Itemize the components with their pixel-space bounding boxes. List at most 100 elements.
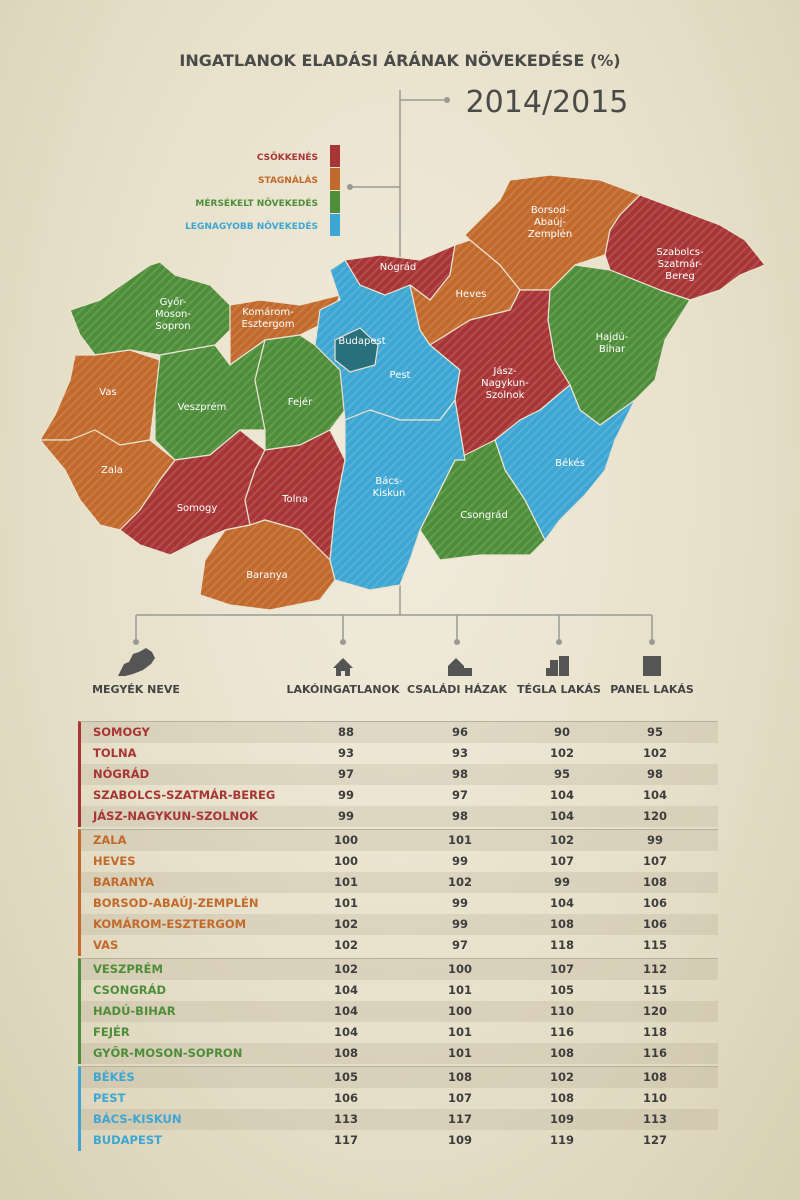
- table-row: FEJÉR 104 101 116 118: [81, 1022, 718, 1043]
- county-name: VESZPRÉM: [93, 962, 163, 976]
- region-label: Baranya: [246, 570, 288, 581]
- region-label: Vas: [99, 387, 116, 398]
- cell-value: 109: [549, 1112, 574, 1126]
- cell-value: 98: [646, 767, 663, 781]
- county-name: GYŐR-MOSON-SOPRON: [93, 1046, 243, 1060]
- table-row: KOMÁROM-ESZTERGOM 102 99 108 106: [81, 914, 718, 935]
- column-header: CSALÁDI HÁZAK: [407, 683, 507, 696]
- cell-value: 101: [333, 896, 358, 910]
- region: [548, 265, 690, 425]
- cell-value: 107: [549, 854, 574, 868]
- region-label: Zala: [101, 465, 123, 476]
- cell-value: 116: [549, 1025, 574, 1039]
- cell-value: 98: [451, 809, 468, 823]
- county-name: KOMÁROM-ESZTERGOM: [93, 917, 247, 931]
- cell-value: 102: [642, 746, 667, 760]
- region: [330, 400, 465, 590]
- cell-value: 106: [333, 1091, 358, 1105]
- map: Győr-Moson-Sopron Komárom-Esztergom Vas Ves…: [39, 174, 766, 611]
- cell-value: 107: [642, 854, 667, 868]
- cell-value: 108: [549, 917, 574, 931]
- region-label: Veszprém: [178, 401, 227, 413]
- region-label: Pest: [390, 370, 411, 381]
- cell-value: 93: [451, 746, 468, 760]
- cell-value: 102: [333, 962, 358, 976]
- region: [345, 245, 455, 300]
- region: [430, 290, 570, 460]
- county-name: VAS: [93, 938, 119, 952]
- region: [120, 430, 265, 555]
- cell-value: 108: [642, 1070, 667, 1084]
- region-label: Zemplén: [528, 228, 572, 240]
- region: [245, 430, 345, 560]
- cell-value: 115: [642, 938, 667, 952]
- county-name: ZALA: [93, 833, 127, 847]
- region-label: Békés: [555, 457, 585, 469]
- legend-swatch: [330, 145, 340, 167]
- cell-value: 100: [447, 962, 472, 976]
- legend-swatch: [330, 168, 340, 190]
- region: [420, 440, 545, 560]
- cell-value: 102: [333, 938, 358, 952]
- cell-value: 96: [451, 725, 468, 739]
- region-label: Nagykun-: [481, 378, 529, 389]
- cell-value: 99: [451, 896, 468, 910]
- year: 2014/2015: [466, 85, 629, 120]
- legend-label: CSÖKKENÉS: [257, 151, 318, 163]
- region: [495, 385, 635, 540]
- region-labels: Győr-Moson-Sopron Komárom-Esztergom Vas Ves…: [99, 205, 704, 581]
- region: [315, 260, 460, 420]
- region-label: Kiskun: [373, 488, 406, 499]
- cell-value: 93: [337, 746, 354, 760]
- region-label: Moson-: [155, 309, 191, 320]
- table: SOMOGY 88 96 90 95 TOLNA 93 93 102 102 NÓGRÁD 97 98 9…: [78, 719, 718, 1151]
- row-group: BÉKÉS 105 108 102 108 PEST 106 107 108 110 BÁCS-KI…: [78, 1066, 718, 1151]
- region: [334, 327, 379, 373]
- cell-value: 108: [447, 1070, 472, 1084]
- region: [410, 240, 520, 345]
- column-icons: [118, 648, 661, 676]
- cell-value: 102: [549, 833, 574, 847]
- cell-value: 117: [447, 1112, 472, 1126]
- cell-value: 97: [451, 788, 468, 802]
- cell-value: 118: [549, 938, 574, 952]
- table-header: MEGYÉK NEVE LAKÓINGATLANOK CSALÁDI HÁZAK TÉ…: [92, 683, 694, 696]
- cell-value: 110: [549, 1004, 574, 1018]
- cell-value: 102: [333, 917, 358, 931]
- region-label: Bereg: [665, 271, 694, 282]
- cell-value: 97: [337, 767, 354, 781]
- legend-swatch: [330, 214, 340, 236]
- legend-label: STAGNÁLÁS: [258, 174, 318, 186]
- cell-value: 105: [333, 1070, 358, 1084]
- table-row: PEST 106 107 108 110: [81, 1088, 718, 1109]
- cell-value: 107: [549, 962, 574, 976]
- cell-value: 101: [333, 875, 358, 889]
- cell-value: 104: [333, 1004, 358, 1018]
- legend: CSÖKKENÉS STAGNÁLÁS MÉRSÉKELT NÖVEKEDÉS LEG…: [185, 145, 340, 236]
- table-row: GYŐR-MOSON-SOPRON 108 101 108 116: [81, 1043, 718, 1064]
- county-name: HADÚ-BIHAR: [93, 1004, 176, 1018]
- cell-value: 117: [333, 1133, 358, 1147]
- region-label: Budapest: [338, 336, 385, 347]
- county-name: PEST: [93, 1091, 126, 1105]
- row-group: VESZPRÉM 102 100 107 112 CSONGRÁD 104 101 105 115…: [78, 958, 718, 1064]
- cell-value: 95: [553, 767, 570, 781]
- region-label: Tolna: [281, 494, 308, 505]
- table-row: BÁCS-KISKUN 113 117 109 113: [81, 1109, 718, 1130]
- table-row: VAS 102 97 118 115: [81, 935, 718, 956]
- cell-value: 99: [451, 854, 468, 868]
- cell-value: 113: [642, 1112, 667, 1126]
- table-row: JÁSZ-NAGYKUN-SZOLNOK 99 98 104 120: [81, 806, 718, 827]
- cell-value: 99: [337, 788, 354, 802]
- cell-value: 108: [549, 1046, 574, 1060]
- region-label: Bihar: [599, 344, 626, 355]
- cell-value: 88: [337, 725, 354, 739]
- cell-value: 104: [549, 788, 574, 802]
- cell-value: 97: [451, 938, 468, 952]
- region-label: Bács-: [375, 475, 403, 487]
- cell-value: 100: [447, 1004, 472, 1018]
- cell-value: 116: [642, 1046, 667, 1060]
- table-row: VESZPRÉM 102 100 107 112: [81, 959, 718, 980]
- cell-value: 105: [549, 983, 574, 997]
- cell-value: 95: [646, 725, 663, 739]
